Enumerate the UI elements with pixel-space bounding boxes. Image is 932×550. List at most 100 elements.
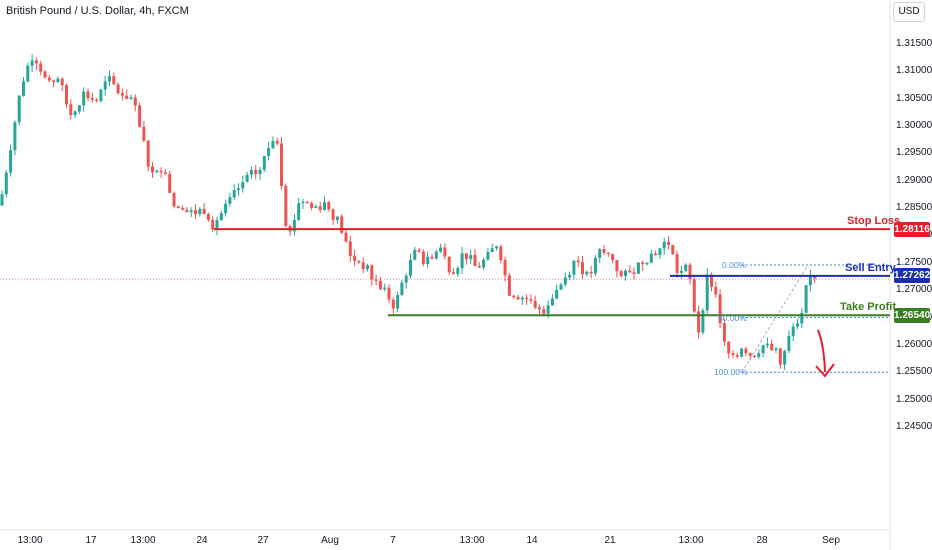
candle-body xyxy=(65,85,68,105)
x-tick-label: 13:00 xyxy=(130,535,156,546)
candle-body xyxy=(391,299,395,309)
candle-body xyxy=(473,255,477,267)
candle-body xyxy=(421,251,425,265)
candle-body xyxy=(331,209,335,221)
candle-body xyxy=(602,249,606,253)
y-tick-label: 1.26000 xyxy=(896,338,932,350)
candle-body xyxy=(69,104,73,116)
candle-body xyxy=(176,206,180,209)
candle-body xyxy=(774,348,778,351)
y-tick-label: 1.27000 xyxy=(896,284,932,296)
candle-body xyxy=(430,256,434,259)
candle-body xyxy=(275,140,279,144)
candle-body xyxy=(344,232,348,242)
projection-arrow xyxy=(817,329,826,373)
candle-body xyxy=(90,98,94,100)
candle-body xyxy=(808,276,812,286)
candle-body xyxy=(9,150,13,173)
candle-body xyxy=(284,185,288,226)
candle-body xyxy=(112,76,116,85)
candle-body xyxy=(589,271,593,274)
candle-body xyxy=(778,348,782,365)
candle-body xyxy=(155,170,159,173)
candle-body xyxy=(361,262,365,269)
y-tick-label: 1.25500 xyxy=(896,366,932,378)
candle-body xyxy=(645,262,649,265)
candle-body xyxy=(159,170,163,173)
y-tick-label: 1.31500 xyxy=(896,38,932,49)
level-label: Sell Entry xyxy=(845,261,896,274)
x-tick-label: 13:00 xyxy=(459,535,485,546)
candle-body xyxy=(60,78,64,86)
projection-arrowhead xyxy=(815,363,835,378)
candle-body xyxy=(748,353,752,356)
candle-body xyxy=(520,297,524,300)
candle-body xyxy=(374,279,378,281)
candle-body xyxy=(95,99,99,102)
candle-body xyxy=(796,323,799,327)
fib-level-label: 50.00% xyxy=(718,312,747,323)
candle-body xyxy=(237,188,240,191)
candle-body xyxy=(215,220,219,230)
level-price-badge: 1.27262 xyxy=(894,268,931,284)
candle-body xyxy=(628,270,632,273)
candle-body xyxy=(722,323,726,342)
candle-body xyxy=(185,209,189,213)
candle-body xyxy=(546,305,550,314)
candle-body xyxy=(791,326,795,337)
candle-body xyxy=(13,122,17,151)
candle-body xyxy=(77,105,81,112)
candle-body xyxy=(163,172,167,174)
x-tick-label: 13:00 xyxy=(17,535,43,546)
candle-body xyxy=(357,260,361,263)
candle-body xyxy=(181,208,185,210)
candle-body xyxy=(727,341,731,354)
candle-body xyxy=(370,265,374,280)
candle-body xyxy=(636,262,640,274)
candle-body xyxy=(482,259,486,268)
candle-body xyxy=(632,272,636,274)
candle-body xyxy=(469,255,473,260)
x-tick-label: 13:00 xyxy=(678,535,704,546)
candle-body xyxy=(52,80,56,83)
candle-body xyxy=(396,295,400,309)
candle-body xyxy=(366,265,369,269)
candle-body xyxy=(572,260,576,275)
candle-body xyxy=(559,284,563,290)
level-label: Stop Loss xyxy=(847,215,901,228)
candle-body xyxy=(585,271,589,275)
candle-body xyxy=(783,350,787,365)
y-tick-label: 1.28500 xyxy=(896,202,932,214)
candle-body xyxy=(753,355,756,357)
candle-body xyxy=(452,272,455,274)
candle-body xyxy=(108,76,111,82)
candle-body xyxy=(538,307,541,310)
candle-body xyxy=(787,336,791,351)
candle-body xyxy=(43,71,47,78)
candle-body xyxy=(198,208,202,215)
candle-body xyxy=(740,348,744,357)
candle-body xyxy=(47,77,51,81)
candle-body xyxy=(641,262,645,265)
candle-body xyxy=(404,275,408,283)
candle-body xyxy=(731,353,735,355)
currency-button[interactable]: USD xyxy=(893,2,925,22)
candle-body xyxy=(658,248,662,256)
candle-body xyxy=(744,348,748,354)
candle-body xyxy=(245,174,249,183)
x-tick-label: Aug xyxy=(321,535,339,546)
candle-body xyxy=(305,201,309,203)
candle-body xyxy=(568,274,572,278)
candle-body xyxy=(138,105,142,127)
candle-body xyxy=(675,254,679,273)
candle-body xyxy=(262,156,266,170)
candle-body xyxy=(533,300,537,308)
candle-body xyxy=(477,266,481,268)
candle-body xyxy=(318,206,322,210)
candle-body xyxy=(189,210,193,213)
candle-body xyxy=(688,264,692,280)
x-tick-label: Sep xyxy=(822,535,840,546)
candle-body xyxy=(241,182,245,189)
candle-body xyxy=(39,63,43,72)
